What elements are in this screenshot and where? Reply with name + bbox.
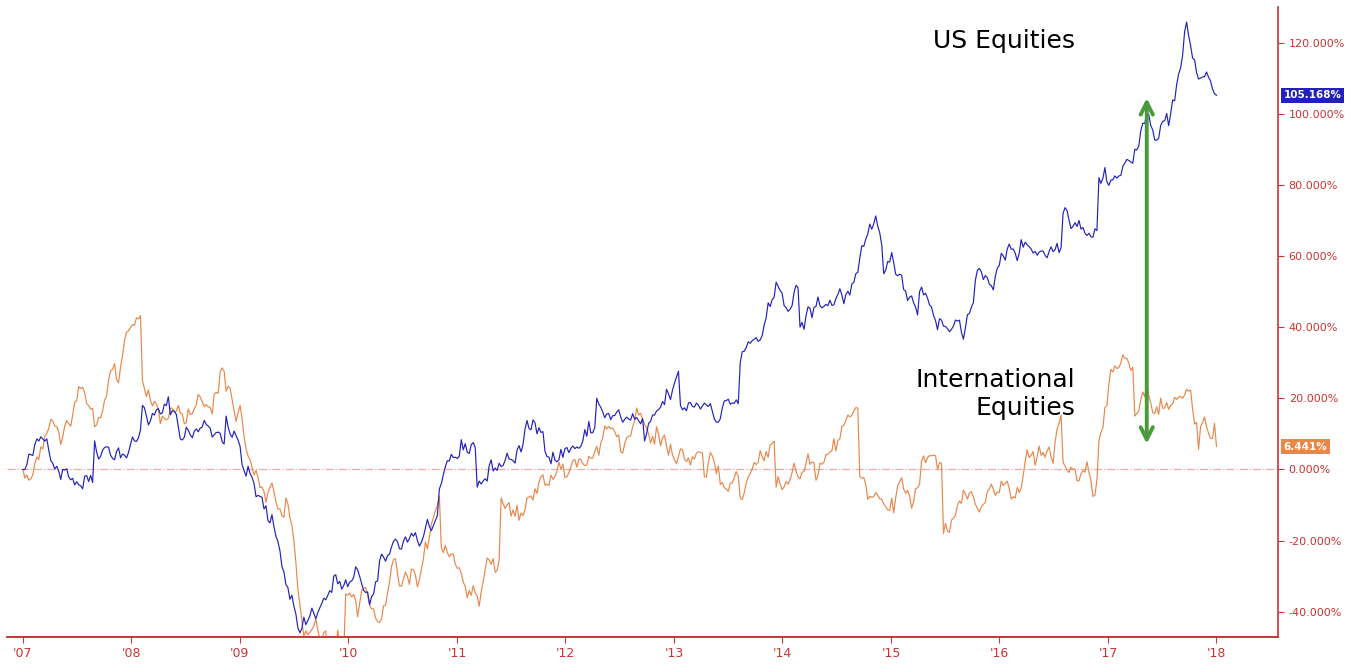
Text: 6.441%: 6.441%	[1284, 442, 1328, 452]
Text: US Equities: US Equities	[933, 29, 1075, 53]
Text: International
Equities: International Equities	[915, 368, 1075, 420]
Text: 105.168%: 105.168%	[1284, 90, 1341, 100]
